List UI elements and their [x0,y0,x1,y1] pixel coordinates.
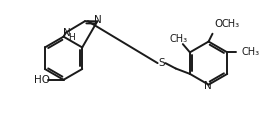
Text: O: O [214,19,222,29]
Text: CH₃: CH₃ [169,34,187,44]
Text: N: N [204,81,212,91]
Text: N: N [63,28,71,38]
Text: N: N [94,15,102,25]
Text: CH₃: CH₃ [221,19,239,29]
Text: HO: HO [34,75,50,85]
Text: H: H [68,33,75,42]
Text: CH₃: CH₃ [242,47,260,57]
Text: S: S [158,58,165,68]
